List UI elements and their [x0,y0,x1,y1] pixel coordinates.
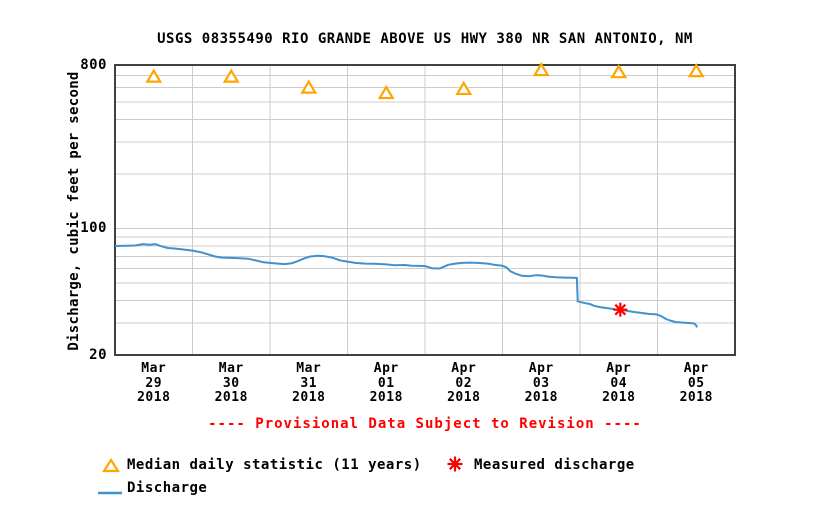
x-axis-date-label: Apr 03 2018 [503,361,581,406]
x-axis-date-label: Apr 05 2018 [658,361,736,406]
x-axis-date-line: Apr [451,361,477,376]
x-axis-date-line: 2018 [214,390,248,405]
median-triangle-marker [377,84,395,100]
x-axis-date-line: 02 [455,375,473,391]
x-axis-date-label: Mar 30 2018 [193,361,271,406]
x-axis-date-line: Mar [296,361,322,376]
x-axis-date-line: 2018 [524,390,558,405]
median-triangle-marker [145,68,163,83]
x-axis-date-label: Mar 29 2018 [115,361,193,406]
y-axis-tick-label: 100 [80,220,107,236]
x-axis-date-line: Apr [373,361,399,376]
x-axis-date-line: Mar [141,361,167,376]
x-axis-date-line: 2018 [602,390,636,405]
median-triangle-marker [222,68,240,83]
x-axis-date-line: 2018 [679,390,713,405]
y-axis-tick-label: 20 [89,347,107,363]
x-axis-date-line: Apr [528,361,554,376]
discharge-line-icon [97,482,123,501]
legend-median-label: Median daily statistic (11 years) [127,457,422,473]
x-axis-date-line: 03 [532,375,550,391]
x-axis-date-line: 31 [300,375,318,391]
measured-asterisk-marker [614,303,627,316]
x-axis-date-line: 29 [145,375,163,391]
legend-discharge-label: Discharge [127,480,208,496]
x-axis-date-label: Apr 02 2018 [425,361,503,406]
median-triangle-marker [532,61,550,77]
median-triangle-icon [101,457,121,477]
x-axis-date-line: 05 [687,375,705,391]
measured-asterisk-icon [446,455,464,477]
y-axis-tick-label: 800 [80,57,107,73]
x-axis-date-line: 04 [610,375,628,391]
x-axis-date-line: 30 [222,375,240,391]
provisional-note: ---- Provisional Data Subject to Revisio… [208,416,642,432]
plot-frame [114,64,736,356]
chart-title: USGS 08355490 RIO GRANDE ABOVE US HWY 38… [157,31,693,47]
median-triangle-marker [455,80,473,96]
x-axis-date-line: Apr [606,361,632,376]
x-axis-date-line: 2018 [292,390,326,405]
median-triangle-marker [687,62,705,78]
legend-measured-label: Measured discharge [474,457,635,473]
x-axis-date-line: 01 [377,375,395,391]
x-axis-date-line: 2018 [369,390,403,405]
median-triangle-marker [610,64,628,79]
x-axis-date-line: Mar [218,361,244,376]
x-axis-date-label: Apr 01 2018 [348,361,426,406]
median-triangle-marker [300,79,318,94]
x-axis-date-label: Mar 31 2018 [270,361,348,406]
x-axis-date-line: Apr [683,361,709,376]
x-axis-date-label: Apr 04 2018 [580,361,658,406]
x-axis-date-line: 2018 [137,390,171,405]
x-axis-date-line: 2018 [447,390,481,405]
